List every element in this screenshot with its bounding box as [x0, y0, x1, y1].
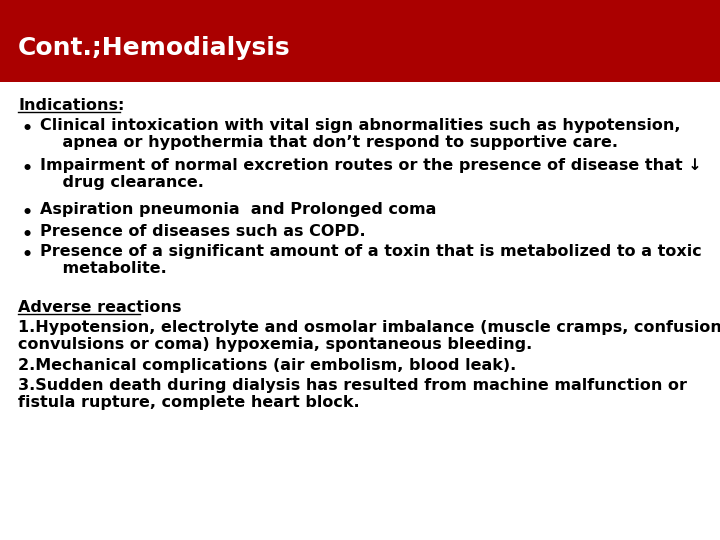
Text: •: • — [22, 204, 33, 222]
Text: Presence of diseases such as COPD.: Presence of diseases such as COPD. — [40, 224, 366, 239]
Text: Adverse reactions: Adverse reactions — [18, 300, 181, 315]
Text: Clinical intoxication with vital sign abnormalities such as hypotension,
    apn: Clinical intoxication with vital sign ab… — [40, 118, 680, 151]
Text: Presence of a significant amount of a toxin that is metabolized to a toxic
    m: Presence of a significant amount of a to… — [40, 244, 702, 276]
FancyBboxPatch shape — [0, 0, 720, 82]
Text: Impairment of normal excretion routes or the presence of disease that ↓
    drug: Impairment of normal excretion routes or… — [40, 158, 701, 191]
Text: •: • — [22, 120, 33, 138]
Text: 1.Hypotension, electrolyte and osmolar imbalance (muscle cramps, confusion,
conv: 1.Hypotension, electrolyte and osmolar i… — [18, 320, 720, 353]
Text: •: • — [22, 160, 33, 178]
Text: •: • — [22, 226, 33, 244]
Text: Indications:: Indications: — [18, 98, 125, 113]
Text: 3.Sudden death during dialysis has resulted from machine malfunction or
fistula : 3.Sudden death during dialysis has resul… — [18, 378, 687, 410]
Text: •: • — [22, 246, 33, 264]
Text: Cont.;Hemodialysis: Cont.;Hemodialysis — [18, 36, 291, 60]
Text: 2.Mechanical complications (air embolism, blood leak).: 2.Mechanical complications (air embolism… — [18, 358, 516, 373]
Text: Aspiration pneumonia  and Prolonged coma: Aspiration pneumonia and Prolonged coma — [40, 202, 436, 217]
